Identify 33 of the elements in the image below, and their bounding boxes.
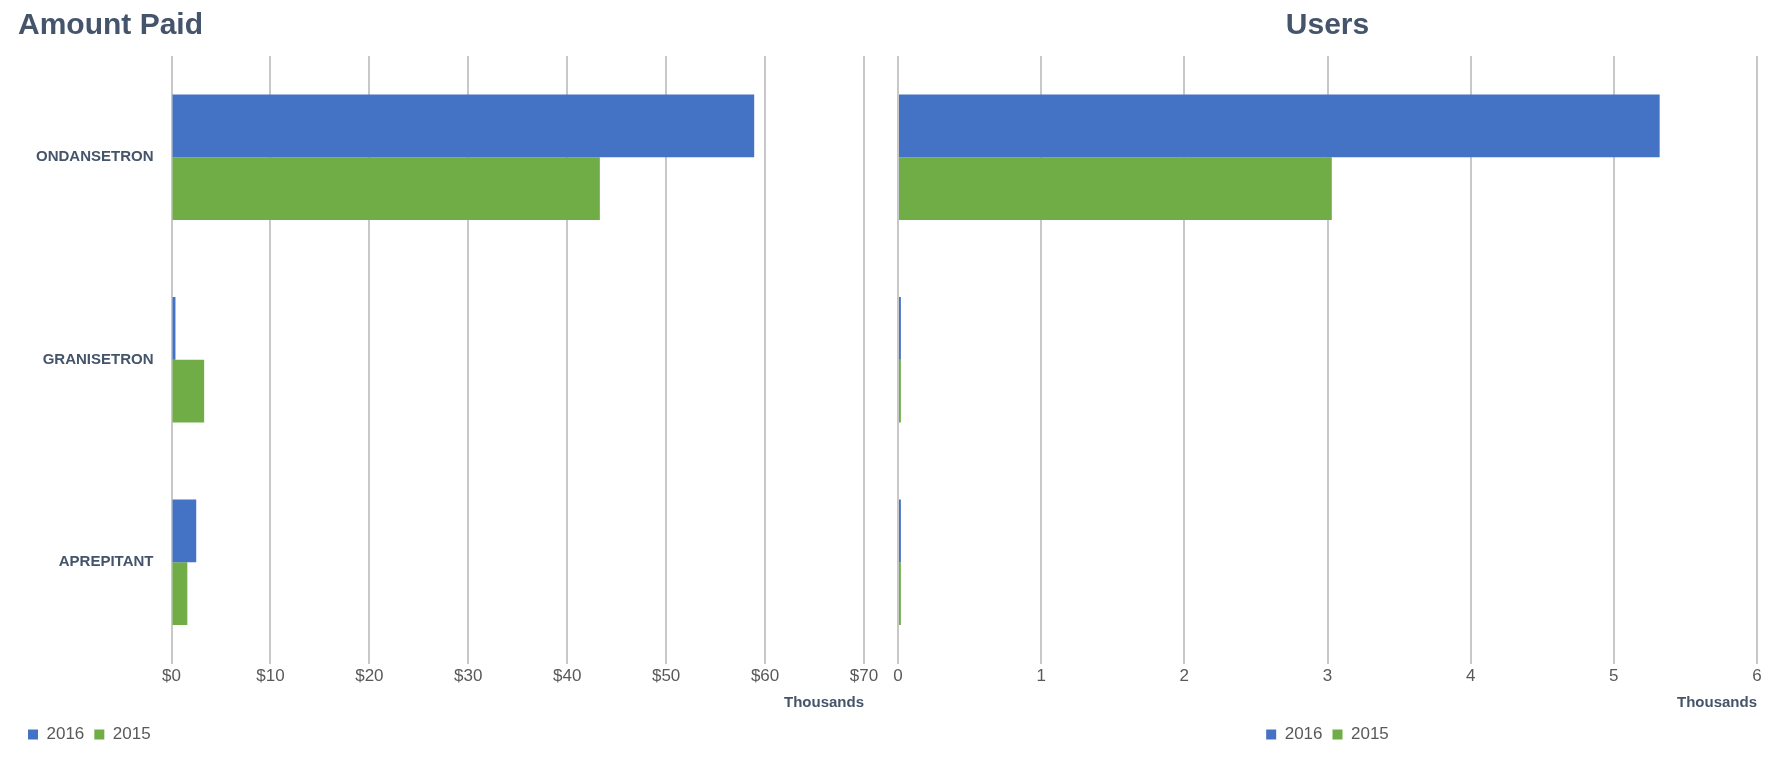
chart-title: Amount Paid: [18, 7, 203, 41]
bar: [172, 157, 600, 221]
legend-label: 2016: [1284, 724, 1323, 744]
x-tick-label: $10: [256, 666, 285, 686]
x-tick-label: $20: [355, 666, 384, 686]
x-tick-label: $30: [454, 666, 483, 686]
legend-label: 2015: [1351, 724, 1389, 744]
y-tick-label: APREPITANT: [58, 552, 154, 570]
x-tick-label: 0: [893, 666, 903, 686]
bar: [899, 157, 1332, 221]
legend-label: 2016: [46, 724, 85, 744]
bar: [172, 359, 205, 423]
bar: [172, 562, 188, 626]
x-tick-label: 2: [1179, 666, 1190, 686]
bar: [172, 94, 755, 158]
x-tick-label: $0: [162, 666, 181, 686]
x-axis-title: Thousands: [783, 693, 864, 711]
chart-title: Users: [1285, 7, 1370, 41]
x-tick-label: 3: [1322, 666, 1333, 686]
x-tick-label: $60: [750, 666, 780, 686]
x-axis-title: Thousands: [1676, 693, 1757, 711]
bar: [899, 94, 1660, 158]
x-tick-label: $40: [553, 666, 582, 686]
x-tick-label: 5: [1609, 666, 1619, 686]
y-tick-label: ONDANSETRON: [35, 147, 154, 165]
x-tick-label: $50: [651, 666, 681, 686]
bar: [172, 499, 197, 563]
x-tick-label: 6: [1752, 666, 1762, 686]
x-tick-label: 1: [1036, 666, 1046, 686]
x-tick-label: $70: [849, 666, 879, 686]
y-tick-label: GRANISETRON: [42, 349, 154, 367]
legend-label: 2015: [112, 724, 151, 744]
x-tick-label: 4: [1465, 666, 1476, 686]
